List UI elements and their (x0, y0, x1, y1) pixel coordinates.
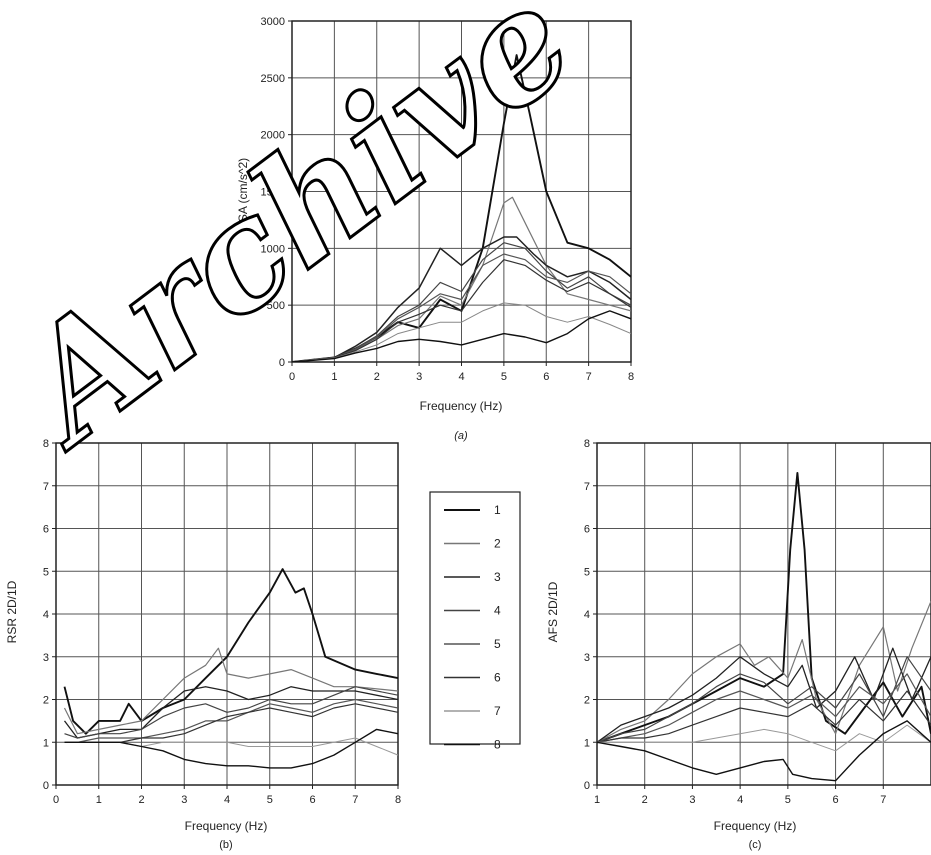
panel-c-ytick-label: 2 (584, 695, 590, 707)
panel-a-series-3-line (292, 236, 631, 362)
panel-a-series-5-line (292, 253, 631, 362)
panel-b-ytick-label: 7 (43, 481, 49, 493)
panel-b-series-2-line (63, 647, 398, 735)
panel-c-ytick-label: 7 (584, 481, 590, 493)
panel-b-ytick-label: 8 (43, 438, 49, 450)
panel-a-ytick-label: 1000 (261, 243, 285, 255)
panel-a-xtick-label: 2 (374, 371, 380, 383)
panel-c-ytick-label: 0 (584, 780, 590, 792)
panel-a-xtick-label: 4 (458, 371, 464, 383)
panel-c-ytick-label: 4 (584, 609, 590, 621)
panel-c-series-6-line (597, 690, 931, 743)
panel-a-ytick-label: 2000 (261, 130, 285, 142)
panel-a-ytick-label: 2500 (261, 73, 285, 85)
panel-b-series-1-line (63, 568, 398, 735)
panel-a-ytick-label: 500 (267, 300, 285, 312)
panel-b-xlabel: Frequency (Hz) (185, 819, 268, 833)
panel-b-caption: (b) (219, 839, 232, 851)
panel-c-ytick-label: 1 (584, 737, 590, 749)
watermark-text: Archive (0, 0, 604, 481)
panel-a-ytick-label: 0 (279, 357, 285, 369)
panel-b-xtick-label: 6 (309, 794, 315, 806)
panel-c-xtick-label: 3 (689, 794, 695, 806)
panel-a-xtick-label: 1 (331, 371, 337, 383)
panel-a-xlabel: Frequency (Hz) (420, 399, 503, 413)
panel-b-series-4-line (64, 686, 398, 739)
legend: 1 2 3 4 5 6 7 8 (429, 491, 521, 752)
panel-c-xtick-label: 4 (737, 794, 743, 806)
panel-a-ylabel: SA (cm/s^2) (236, 158, 250, 222)
panel-c-xtick-label: 1 (594, 794, 600, 806)
panel-a-xtick-label: 6 (543, 371, 549, 383)
panel-b-xtick-label: 4 (224, 794, 230, 806)
panel-a-xtick-label: 5 (501, 371, 507, 383)
panel-b-xtick-label: 8 (395, 794, 401, 806)
panel-b-ylabel: RSR 2D/1D (5, 580, 19, 643)
panel-a-ytick-label: 1500 (261, 187, 285, 199)
legend-label-8: 8 (494, 738, 501, 752)
panel-b-ytick-label: 2 (43, 695, 49, 707)
legend-label-4: 4 (494, 604, 501, 618)
panel-b-ytick-label: 1 (43, 737, 49, 749)
panel-c-series-8-line (597, 720, 931, 782)
panel-c-caption: (c) (749, 839, 762, 851)
panel-b-xtick-label: 3 (181, 794, 187, 806)
panel-c-series-7-line (597, 724, 931, 752)
panel-b-ytick-label: 4 (43, 609, 49, 621)
panel-a-xtick-label: 3 (416, 371, 422, 383)
chart-panel-c: Frequency (Hz) AFS 2D/1D (c) 1 2 3 4 5 6 70123… (546, 438, 931, 851)
panel-a-ytick-label: 3000 (261, 16, 285, 28)
chart-panel-a: Frequency (Hz) SA (cm/s^2) (a) 0 1 2 3 4 5 6 7 8… (236, 16, 634, 442)
panel-b-ytick-label: 0 (43, 780, 49, 792)
legend-label-6: 6 (494, 671, 501, 685)
panel-b-ytick-label: 5 (43, 566, 49, 578)
panel-c-series-2-line (597, 600, 931, 743)
panel-c-ylabel: AFS 2D/1D (546, 581, 560, 642)
panel-c-series-3-line (597, 647, 931, 743)
panel-b-ytick-label: 3 (43, 652, 49, 664)
legend-label-2: 2 (494, 537, 501, 551)
panel-b-ytick-label: 6 (43, 524, 49, 536)
panel-c-xtick-label: 2 (642, 794, 648, 806)
panel-b-xtick-label: 0 (53, 794, 59, 806)
panel-c-xtick-label: 7 (880, 794, 886, 806)
panel-b-series-3-line (63, 686, 398, 739)
panel-c-series-5-line (597, 673, 931, 743)
panel-b-xtick-label: 5 (267, 794, 273, 806)
panel-a-series-7-line (292, 302, 631, 362)
panel-a-series-8-line (292, 310, 631, 362)
panel-a-series-4-line (292, 242, 631, 362)
panel-c-xtick-label: 5 (785, 794, 791, 806)
legend-label-7: 7 (494, 704, 501, 718)
panel-a-series-6-line (292, 259, 631, 362)
panel-c-ytick-label: 6 (584, 524, 590, 536)
panel-c-xtick-label: 6 (833, 794, 839, 806)
panel-a-caption: (a) (454, 430, 468, 442)
panel-b-xtick-label: 2 (138, 794, 144, 806)
legend-label-3: 3 (494, 570, 501, 584)
panel-c-series-4-line (597, 656, 931, 743)
chart-panel-b: Frequency (Hz) RSR 2D/1D (b) 0 1 2 3 4 5 6 7 8 0 1… (5, 438, 401, 851)
panel-b-series-8-line (64, 728, 398, 769)
legend-label-1: 1 (494, 503, 501, 517)
panel-b-xtick-label: 7 (352, 794, 358, 806)
panel-a-xtick-label: 0 (289, 371, 295, 383)
panel-c-ytick-label: 3 (584, 652, 590, 664)
legend-box (429, 491, 521, 745)
panel-c-ytick-label: 5 (584, 566, 590, 578)
panel-a-xtick-label: 8 (628, 371, 634, 383)
panel-b-xtick-label: 1 (96, 794, 102, 806)
panel-a-xtick-label: 7 (586, 371, 592, 383)
legend-label-5: 5 (494, 637, 501, 651)
panel-c-ytick-label: 8 (584, 438, 590, 450)
panel-b-series-6-line (64, 703, 398, 743)
panel-c-xlabel: Frequency (Hz) (714, 819, 797, 833)
